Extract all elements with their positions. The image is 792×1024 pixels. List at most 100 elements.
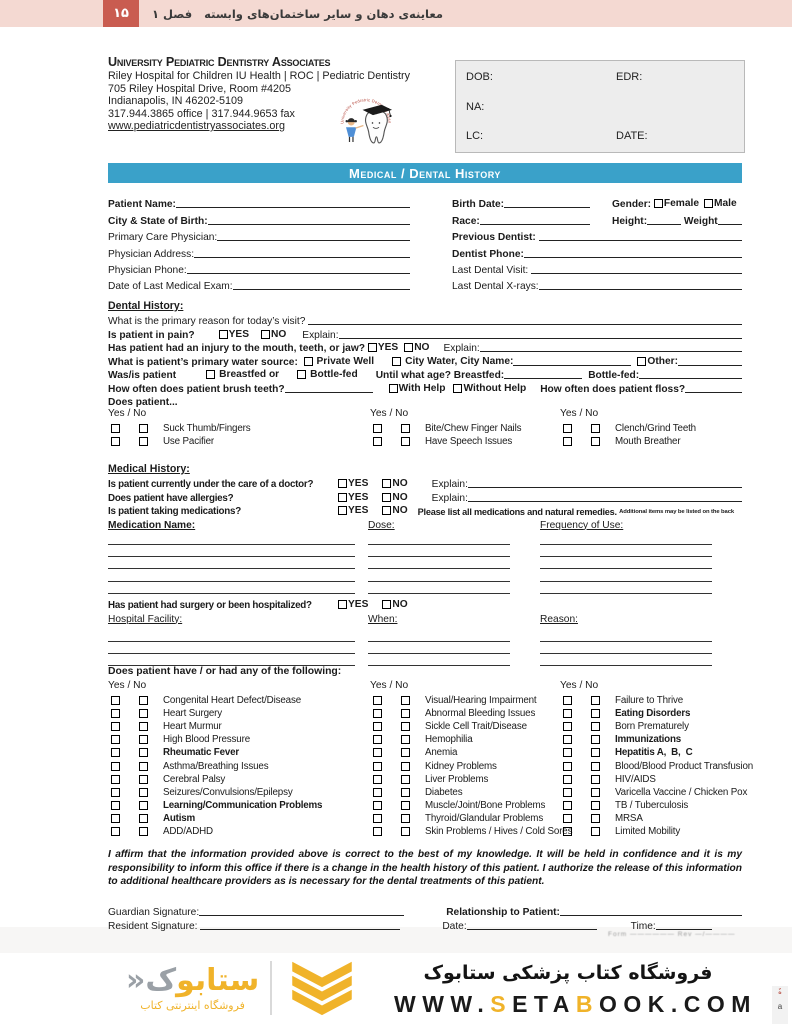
checkbox-yes: [373, 436, 382, 446]
checkbox-yes: [563, 774, 572, 784]
form-row: Medication Name: Dose: Frequency of Use:: [108, 517, 742, 531]
dental-question-rows: What is the primary reason for today’s v…: [108, 314, 742, 408]
checkbox-yes: [373, 827, 382, 837]
checklist-item: Have Speech Issues: [370, 435, 560, 448]
checklist-label: Immunizations: [615, 734, 681, 746]
checklist-item: Autism: [108, 812, 370, 825]
blank-line: [540, 555, 712, 558]
form-text: Weight: [681, 215, 718, 227]
blank-line: [504, 377, 583, 380]
checkbox-option: NO: [382, 478, 408, 490]
blank-line: [368, 640, 510, 642]
checkbox-yes: [111, 423, 120, 433]
scan-shadow-band: [0, 927, 792, 953]
hospital-table-headers: Hospital Facility: When: Reason:: [108, 611, 742, 625]
checkbox: [297, 370, 307, 380]
checklist-label: Eating Disorders: [615, 707, 691, 719]
blank-line: [108, 592, 355, 594]
checkbox-yes: [373, 748, 382, 758]
brand-wordmark-kaf: ک«: [126, 963, 177, 998]
checkbox-no: [591, 735, 600, 745]
letterhead: University Pediatric Dentistry Associate…: [108, 55, 448, 132]
checkbox-no: [591, 436, 600, 446]
blank-row: [108, 654, 742, 667]
medical-history-heading: Medical History:: [108, 463, 190, 475]
checklist-item: Hemophilia: [370, 733, 560, 746]
checkbox: [338, 479, 347, 489]
surgery-question-row: Has patient had surgery or been hospital…: [108, 598, 742, 611]
checklist-label: Thyroid/Glandular Problems: [425, 813, 544, 825]
checkbox-label: NO: [392, 478, 408, 490]
checklist-item: Seizures/Convulsions/Epilepsy: [108, 786, 370, 799]
checklist-item: TB / Tuberculosis: [560, 799, 742, 812]
underlined-label: Frequency of Use:: [540, 519, 624, 531]
checkbox: [392, 356, 402, 366]
form-text: Is patient in pain?: [108, 329, 195, 341]
form-text: Does patient have allergies?: [108, 492, 234, 504]
checklist-item: Congenital Heart Defect/Disease: [108, 694, 370, 707]
checkbox-yes: [563, 695, 572, 705]
form-row: Does patient...: [108, 395, 742, 408]
checkbox-no: [139, 735, 148, 745]
checkbox-yes: [563, 735, 572, 745]
checklist-label: Heart Surgery: [163, 707, 223, 719]
yes-no-header: Yes / No: [370, 408, 409, 420]
checklist-label: MRSA: [615, 813, 643, 825]
checklist-item: Asthma/Breathing Issues: [108, 759, 370, 772]
checkbox-no: [591, 787, 600, 797]
page-number-badge: ۱۵: [103, 0, 139, 27]
checkbox-column: Yes / No Bite/Chew Finger Nails Have Speec…: [370, 408, 560, 448]
checkbox-no: [591, 774, 600, 784]
form-text: Height:: [612, 215, 648, 227]
checklist-label: Kidney Problems: [425, 760, 497, 772]
checkbox-label: YES: [377, 342, 399, 354]
blank-line: [531, 272, 742, 274]
checkbox-option: NO: [261, 329, 286, 340]
checkbox-yes: [563, 423, 572, 433]
blank-line: [677, 364, 742, 366]
checkbox-option: YES: [338, 478, 368, 489]
page-number: ۱۵: [113, 6, 129, 21]
checkbox-no: [401, 695, 410, 705]
checklist-item: ADD/ADHD: [108, 825, 370, 838]
checkbox-no: [139, 721, 148, 731]
form-text: Until what age? Breastfed:: [375, 370, 505, 382]
brand-wordmark-main: ستابو: [176, 963, 260, 998]
checklist-label: Skin Problems / Hives / Cold Sores: [425, 826, 573, 838]
checkbox: [637, 356, 647, 366]
checkbox-yes: [111, 748, 120, 758]
blank-row: [108, 533, 742, 545]
checkbox-label: Male: [714, 198, 737, 210]
checklist-item: Eating Disorders: [560, 707, 742, 720]
form-row: What is patient’s primary water source: …: [108, 354, 742, 368]
checkbox-no: [591, 423, 600, 433]
checkbox-yes: [563, 827, 572, 837]
blank-line: [338, 337, 742, 339]
checkbox-no: [401, 436, 410, 446]
blank-line: [540, 664, 712, 667]
blank-line: [538, 239, 742, 242]
form-text: Does patient...: [108, 397, 178, 409]
form-text: What is patient’s primary water source:: [108, 356, 304, 368]
checkbox-yes: [373, 423, 382, 433]
signature-section: Guardian Signature: Relationship to Patie…: [108, 903, 742, 932]
checklist-label: Mouth Breather: [615, 435, 681, 447]
checkbox-label: YES: [348, 599, 369, 611]
checkbox-yes: [373, 801, 382, 811]
checkbox: [382, 492, 392, 502]
checklist-label: Seizures/Convulsions/Epilepsy: [163, 786, 293, 798]
letterhead-line: Indianapolis, IN 46202-5109: [108, 95, 244, 108]
checkbox-option: Breastfed or: [206, 369, 279, 380]
form-text: Resident Signature:: [108, 921, 201, 933]
checkbox: [388, 383, 398, 393]
form-text: Explain:: [302, 329, 339, 341]
checkbox: [404, 343, 414, 353]
checklist-item: Use Pacifier: [108, 435, 370, 448]
checkbox: [206, 370, 216, 380]
checkbox-option: NO: [382, 599, 408, 610]
checkbox-yes: [563, 708, 572, 718]
blank-row: [108, 557, 742, 570]
checkbox-no: [591, 721, 600, 731]
patient-info-section: Patient Name: Birth Date: Gender: Female Ma…: [108, 194, 742, 292]
checkbox-label: Without Help: [463, 382, 527, 394]
